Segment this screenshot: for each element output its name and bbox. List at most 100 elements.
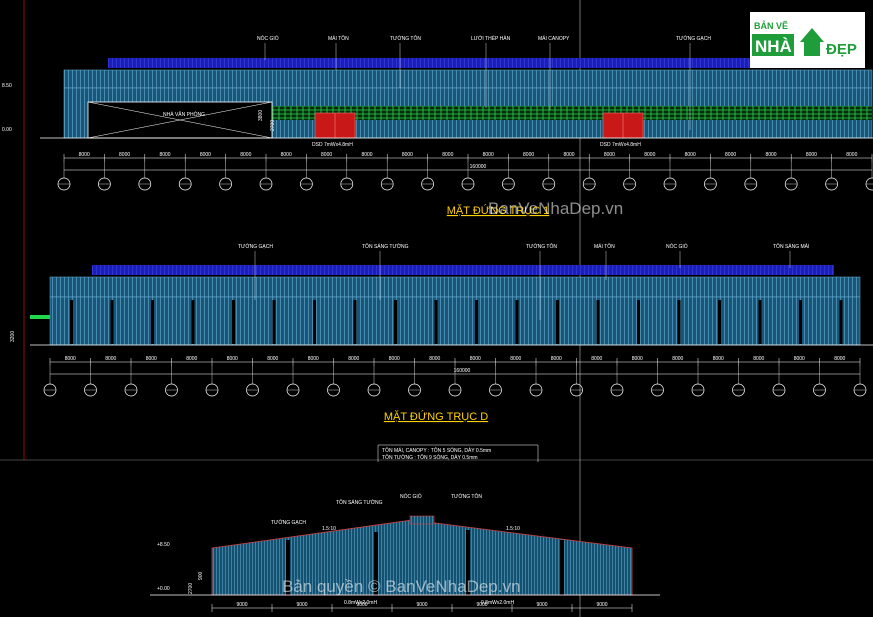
gable-wall <box>211 519 633 596</box>
elev1-span-dim: 8000 <box>604 152 615 158</box>
office-label: NHÀ VĂN PHÒNG <box>163 111 205 118</box>
wall-opening <box>556 300 559 344</box>
callout-2-2: TƯỜNG TÔN <box>526 243 557 250</box>
note-line-2: TÔN TƯỜNG : TÔN 9 SÓNG, DÀY 0.5mm <box>382 454 478 461</box>
slope-left: 1.5:10 <box>322 526 336 532</box>
elev1-span-dim: 8000 <box>725 152 736 158</box>
wall-opening <box>637 300 640 344</box>
elev1-span-dim: 8000 <box>483 152 494 158</box>
watermark-copyright: Bản quyền © BanVeNhaDep.vn <box>282 577 520 596</box>
wall-opening <box>313 300 316 344</box>
callout-1-4: MÁI CANOPY <box>538 35 570 42</box>
material-notes: TÔN MÁI, CANOPY : TÔN 5 SÓNG, DÀY 0.5mm … <box>377 444 539 462</box>
wall-opening <box>110 300 114 344</box>
wall-opening <box>515 300 519 344</box>
elev1-span-dim: 8000 <box>806 152 817 158</box>
elev1-span-dim: 8000 <box>563 152 574 158</box>
total-dim-2: 160000 <box>454 368 471 374</box>
elev2-span-dim: 8000 <box>510 356 521 362</box>
elev3-span-dim: 9000 <box>356 602 367 608</box>
level-bottom-1: 0.00 <box>2 127 12 133</box>
elev2-span-dim: 8000 <box>632 356 643 362</box>
upper-wall-2 <box>49 276 861 298</box>
wall-opening <box>353 300 357 344</box>
elev2-span-dim: 8000 <box>308 356 319 362</box>
elevation-2: 3200 TƯỜNG GẠCH TÔN SÁNG TƯỜNG TƯỜNG TÔN… <box>10 243 873 423</box>
elev1-span-dim: 8000 <box>644 152 655 158</box>
callout-3-3: TƯỜNG GẠCH <box>271 519 306 526</box>
side-mark-2 <box>30 315 50 319</box>
total-dim-1: 160000 <box>470 164 487 170</box>
elev2-span-dim: 8000 <box>146 356 157 362</box>
elev1-span-dim: 8000 <box>523 152 534 158</box>
level-bottom-3: +0.00 <box>157 586 170 592</box>
level-top-1: 8.50 <box>2 83 12 89</box>
watermark-site: BanVeNhaDep.vn <box>488 199 623 218</box>
elevation-1-title: MẶT ĐỨNG TRỤC 1 <box>447 204 550 217</box>
callout-1-2: TƯỜNG TÔN <box>390 35 421 42</box>
callout-2-1: TÔN SÁNG TƯỜNG <box>362 243 409 250</box>
callout-1-5: TƯỜNG GẠCH <box>676 35 711 42</box>
lower-wall-2 <box>49 296 861 346</box>
elev2-span-dim: 8000 <box>470 356 481 362</box>
height-mark-1: 2700 <box>270 120 276 131</box>
elev1-span-dim: 8000 <box>685 152 696 158</box>
elev1-span-dim: 8000 <box>442 152 453 158</box>
elev3-span-dim: 9000 <box>236 602 247 608</box>
note-line-1: TÔN MÁI, CANOPY : TÔN 5 SÓNG, DÀY 0.5mm <box>382 447 491 454</box>
wall-opening <box>151 300 154 344</box>
wall-opening <box>70 300 73 344</box>
elev1-span-dim: 8000 <box>281 152 292 158</box>
elev3-span-dim: 9000 <box>296 602 307 608</box>
elev1-span-dim: 8000 <box>765 152 776 158</box>
elev1-span-dim: 8000 <box>159 152 170 158</box>
mesh-band-1 <box>272 106 872 120</box>
elev3-span-dim: 9000 <box>476 602 487 608</box>
elev2-span-dim: 8000 <box>794 356 805 362</box>
logo-top: BẢN VẼ <box>754 20 788 31</box>
elev1-span-dim: 8000 <box>240 152 251 158</box>
elev2-span-dim: 8000 <box>227 356 238 362</box>
elev2-span-dim: 8000 <box>348 356 359 362</box>
elev2-span-dim: 8000 <box>429 356 440 362</box>
roof-band-1 <box>108 58 768 68</box>
wall-opening <box>191 300 195 344</box>
wall-opening <box>272 300 276 344</box>
wall-opening <box>475 300 478 344</box>
elevation-2-title: MẶT ĐỨNG TRỤC D <box>384 410 488 423</box>
roof-band-2 <box>92 265 834 275</box>
elev2-span-dim: 8000 <box>713 356 724 362</box>
callout-1-3: LƯỚI THÉP HÀN <box>471 35 511 42</box>
callout-2-0: TƯỜNG GẠCH <box>238 243 273 250</box>
elev1-span-dim: 8000 <box>200 152 211 158</box>
opening-right: 0.8mWx2.0mH <box>481 600 514 606</box>
callout-2-5: TÔN SÁNG MÁI <box>773 243 809 250</box>
wall-opening <box>596 300 600 344</box>
height-mark-4: 2700 <box>188 583 194 594</box>
slope-right: 1.5:10 <box>506 526 520 532</box>
wall-opening <box>839 300 843 344</box>
opening-left: 0.8mWx2.0mH <box>344 600 377 606</box>
elev2-span-dim: 8000 <box>672 356 683 362</box>
elev2-span-dim: 8000 <box>105 356 116 362</box>
elev2-span-dim: 8000 <box>267 356 278 362</box>
height-mark-3: 3200 <box>10 331 16 342</box>
elev2-span-dim: 8000 <box>591 356 602 362</box>
door-1-label: DSD 7mWx4.8mH <box>312 142 353 148</box>
callout-3-1: NÓC GIÓ <box>400 493 422 500</box>
level-top-3: +8.50 <box>157 542 170 548</box>
callout-2-3: MÁI TÔN <box>594 243 615 250</box>
elev2-span-dim: 8000 <box>834 356 845 362</box>
wall-opening <box>394 300 397 344</box>
wall-opening <box>232 300 235 344</box>
callout-1-1: MÁI TÔN <box>328 35 349 42</box>
door-2-label: DSD 7mWx4.8mH <box>600 142 641 148</box>
elev2-span-dim: 8000 <box>186 356 197 362</box>
ridge-vent <box>409 515 435 525</box>
wall-opening <box>434 300 438 344</box>
height-mark-5: 900 <box>198 571 204 580</box>
callout-3-2: TƯỜNG TÔN <box>451 493 482 500</box>
wall-opening <box>799 300 802 344</box>
logo-dep: ĐẸP <box>826 41 857 58</box>
